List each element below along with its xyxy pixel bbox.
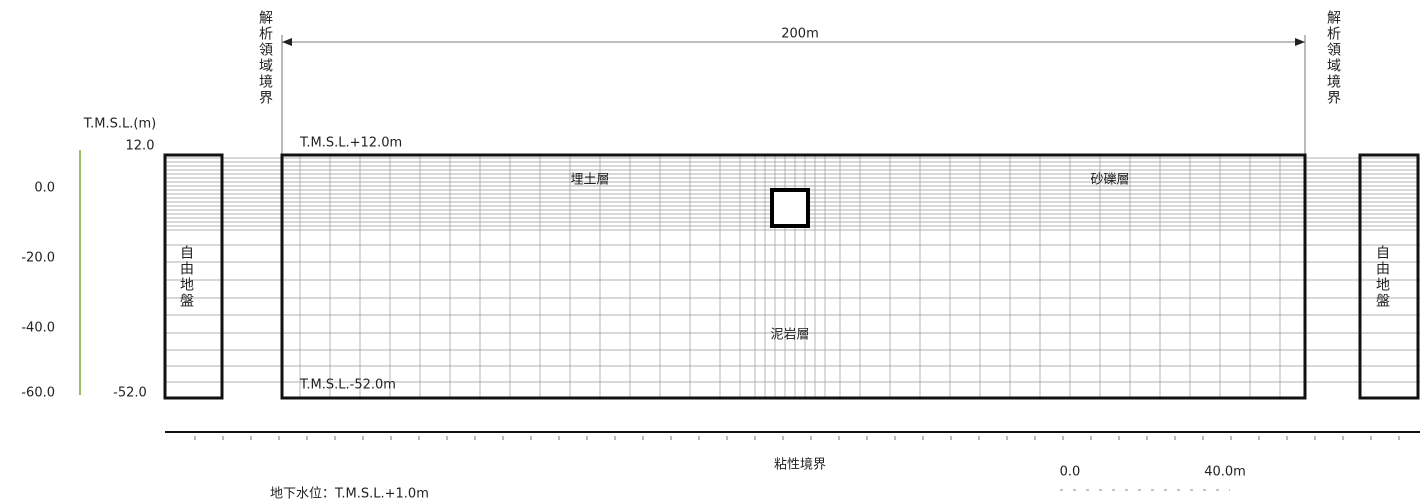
elevation-label: T.M.S.L.-52.0m bbox=[299, 378, 396, 393]
layer-label: 埋土層 bbox=[570, 173, 609, 188]
free-field-label: 自由地盤 bbox=[178, 245, 194, 309]
layer-label: 泥岩層 bbox=[770, 328, 809, 343]
boundary-label: 粘性境界 bbox=[774, 458, 826, 473]
axis-label: 0.0 bbox=[34, 181, 55, 196]
free-field-label: 自由地盤 bbox=[1374, 245, 1390, 309]
axis-label: 12.0 bbox=[126, 139, 155, 154]
groundwater-label: 地下水位：T.M.S.L.+1.0m bbox=[270, 487, 429, 502]
axis-title: T.M.S.L.(m) bbox=[83, 117, 156, 132]
scale-label: 0.0 bbox=[1060, 465, 1081, 480]
boundary-label: 解析領域境界 bbox=[257, 10, 273, 106]
scale-label: 40.0m bbox=[1204, 465, 1246, 480]
axis-label: -52.0 bbox=[113, 386, 147, 401]
axis-label: -60.0 bbox=[21, 386, 55, 401]
section-drawing: 200m 解析領域境界 解析領域境界 T.M.S.L.(m) 12.0 0.0 … bbox=[0, 0, 1428, 504]
elevation-label: T.M.S.L.+12.0m bbox=[299, 136, 402, 151]
boundary-label: 解析領域境界 bbox=[1325, 10, 1341, 106]
arrow-head bbox=[1295, 38, 1305, 46]
arrow-head bbox=[282, 38, 292, 46]
axis-label: -40.0 bbox=[21, 321, 55, 336]
structure bbox=[772, 190, 808, 226]
dimension-label: 200m bbox=[781, 27, 818, 42]
layer-label: 砂礫層 bbox=[1090, 172, 1129, 188]
axis-label: -20.0 bbox=[21, 251, 55, 266]
